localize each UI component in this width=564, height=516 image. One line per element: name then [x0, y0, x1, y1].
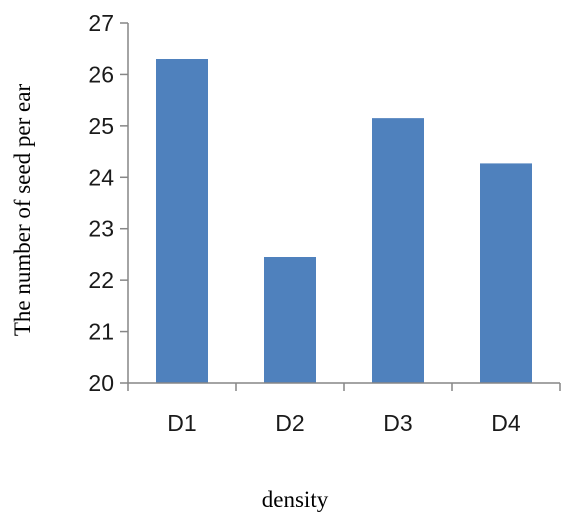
x-tick-label-d2: D2: [275, 410, 304, 436]
y-axis-ticks: 20 21 22 23 24 25 26 27: [88, 10, 128, 396]
y-tick-label-22: 22: [88, 267, 114, 293]
y-tick-label-26: 26: [88, 61, 114, 87]
x-tick-label-d1: D1: [167, 410, 196, 436]
x-tick-label-d4: D4: [491, 410, 521, 436]
x-tick-label-d3: D3: [383, 410, 412, 436]
bar-d4: [480, 163, 532, 383]
x-axis-ticks: D1 D2 D3 D4: [127, 383, 561, 436]
y-axis-title: The number of seed per ear: [10, 84, 35, 337]
y-tick-label-27: 27: [88, 10, 114, 36]
bar-d3: [372, 118, 424, 384]
y-tick-label-20: 20: [88, 370, 114, 396]
y-tick-label-21: 21: [88, 319, 114, 345]
y-tick-label-24: 24: [88, 164, 114, 190]
y-tick-label-25: 25: [88, 113, 114, 139]
x-axis-title: density: [262, 487, 329, 512]
y-tick-label-23: 23: [88, 216, 114, 242]
bars: [156, 59, 532, 384]
bar-d2: [264, 257, 316, 383]
bar-d1: [156, 59, 208, 383]
